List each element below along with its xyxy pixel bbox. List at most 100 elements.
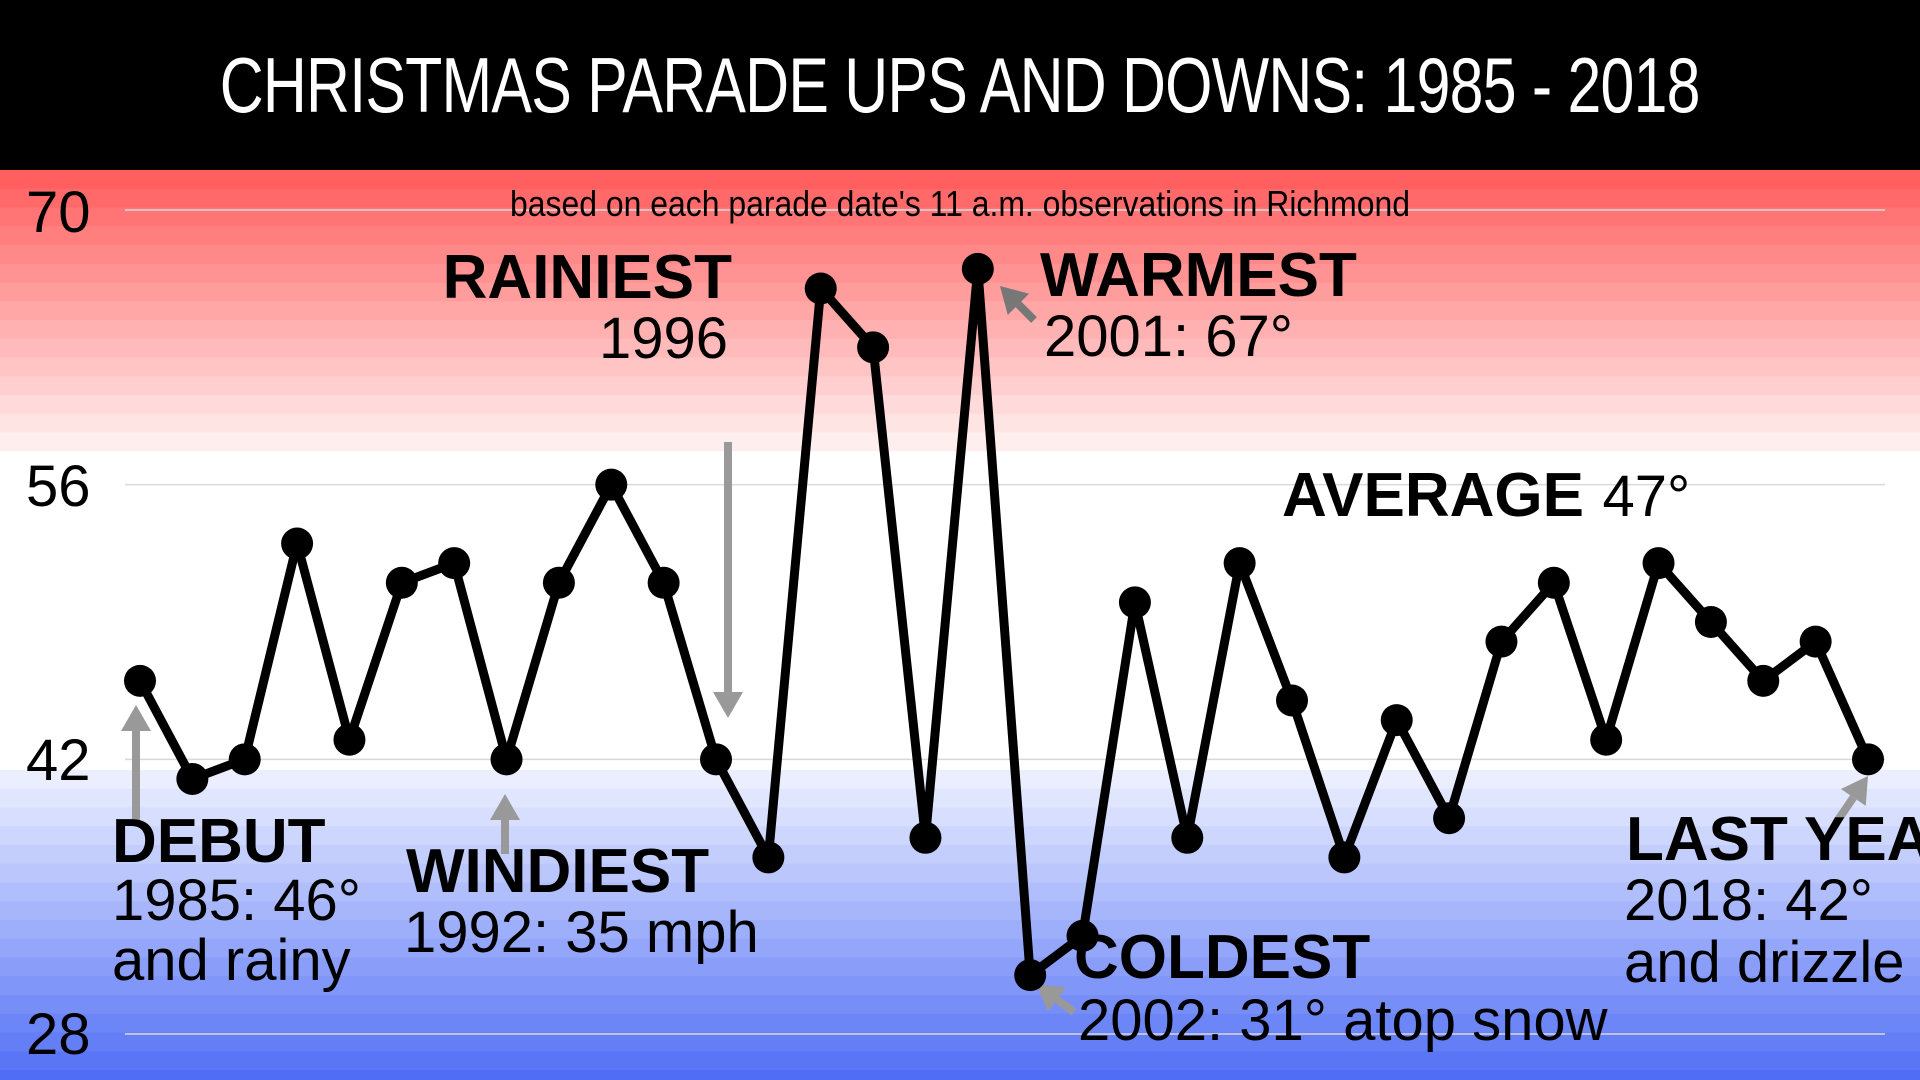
debut-heading: DEBUT	[112, 807, 326, 876]
background-band	[0, 976, 1920, 996]
data-point	[1433, 802, 1466, 835]
background-band	[0, 301, 1920, 321]
background-band	[0, 732, 1920, 752]
data-point	[333, 723, 366, 756]
background-band	[0, 395, 1920, 415]
background-band	[0, 263, 1920, 283]
rainiest-heading: RAINIEST	[443, 243, 732, 312]
y-tick-label: 70	[26, 180, 91, 245]
data-point	[1590, 723, 1623, 756]
arrow-head	[1036, 984, 1066, 1012]
data-point	[961, 252, 994, 285]
windiest-detail: 1992: 35 mph	[404, 900, 759, 965]
background-band	[0, 376, 1920, 396]
background-band	[0, 901, 1920, 921]
arrow-head	[490, 794, 520, 820]
data-point	[1537, 566, 1570, 599]
background-band	[0, 863, 1920, 883]
background-band	[0, 188, 1920, 208]
data-point	[1852, 743, 1884, 776]
arrow-head	[1000, 286, 1029, 315]
data-point	[1066, 919, 1099, 952]
data-point	[281, 527, 314, 560]
background-band	[0, 357, 1920, 377]
data-points	[124, 252, 1884, 992]
last-year-detail: and drizzle	[1624, 930, 1904, 995]
arrow-head	[1840, 776, 1868, 806]
arrow-head	[713, 692, 743, 718]
warmest-detail: 2001: 67°	[1044, 304, 1293, 369]
data-point	[700, 743, 732, 776]
background-band	[0, 1013, 1920, 1033]
data-point	[647, 566, 680, 599]
background-band	[0, 920, 1920, 940]
title-bar: CHRISTMAS PARADE UPS AND DOWNS: 1985 - 2…	[0, 0, 1920, 170]
data-point	[1014, 959, 1047, 992]
y-tick-label: 56	[26, 454, 91, 519]
average-value: 47°	[1602, 464, 1690, 529]
data-point	[490, 743, 523, 776]
data-point	[857, 331, 890, 364]
background-band	[0, 845, 1920, 865]
arrow-shaft	[1015, 301, 1037, 323]
coldest-heading: COLDEST	[1074, 923, 1370, 992]
data-point	[1328, 841, 1361, 874]
data-point	[1380, 704, 1413, 737]
chart-title: CHRISTMAS PARADE UPS AND DOWNS: 1985 - 2…	[219, 40, 1701, 129]
data-point	[438, 547, 471, 580]
arrow-head	[121, 705, 151, 731]
data-point	[1747, 664, 1780, 697]
data-point	[228, 743, 261, 776]
background-band	[0, 282, 1920, 302]
rainiest-detail: 1996	[599, 306, 728, 371]
arrow-shaft	[1054, 996, 1077, 1016]
data-point	[176, 762, 209, 795]
data-point	[804, 272, 837, 305]
background-band	[0, 995, 1920, 1015]
data-point	[595, 468, 628, 501]
data-point	[1276, 684, 1308, 717]
data-point	[1118, 586, 1151, 619]
background-band	[0, 751, 1920, 771]
background-band	[0, 957, 1920, 977]
background-band	[0, 882, 1920, 902]
data-point	[752, 841, 785, 874]
gridlines	[125, 209, 1885, 1035]
background-band	[0, 226, 1920, 246]
debut-detail: 1985: 46°	[112, 868, 361, 933]
background-band	[0, 620, 1920, 640]
y-tick-label: 28	[26, 1002, 91, 1067]
background-band	[0, 320, 1920, 340]
data-point	[1799, 625, 1832, 658]
background-band	[0, 770, 1920, 790]
background-bands	[0, 170, 1920, 1080]
data-point	[1171, 821, 1204, 854]
background-band	[0, 207, 1920, 227]
average-heading: AVERAGE	[1282, 461, 1584, 530]
background-band	[0, 170, 1920, 190]
data-point	[1223, 547, 1256, 580]
background-band	[0, 245, 1920, 265]
arrow-shaft	[1834, 795, 1857, 823]
background-band	[0, 338, 1920, 358]
warmest-heading: WARMEST	[1040, 241, 1357, 310]
background-band	[0, 1070, 1920, 1080]
data-point	[385, 566, 418, 599]
data-point	[124, 664, 156, 697]
background-band	[0, 526, 1920, 546]
debut-detail: and rainy	[112, 928, 351, 993]
background-band	[0, 582, 1920, 602]
background-band	[0, 1032, 1920, 1052]
coldest-detail: 2002: 31° atop snow	[1078, 988, 1609, 1053]
data-point	[1642, 547, 1675, 580]
data-point	[909, 821, 942, 854]
average-label: AVERAGE 47°	[1282, 461, 1690, 530]
background-band	[0, 601, 1920, 621]
temperature-line	[135, 264, 1873, 980]
y-tick-label: 42	[26, 728, 91, 793]
chart-subtitle: based on each parade date's 11 a.m. obse…	[510, 183, 1410, 224]
data-point	[1694, 606, 1727, 638]
chart-area: 70 56 42 28 based on each parade date's …	[0, 170, 1920, 1080]
annotation-arrows	[121, 286, 1868, 1016]
background-band	[0, 938, 1920, 958]
